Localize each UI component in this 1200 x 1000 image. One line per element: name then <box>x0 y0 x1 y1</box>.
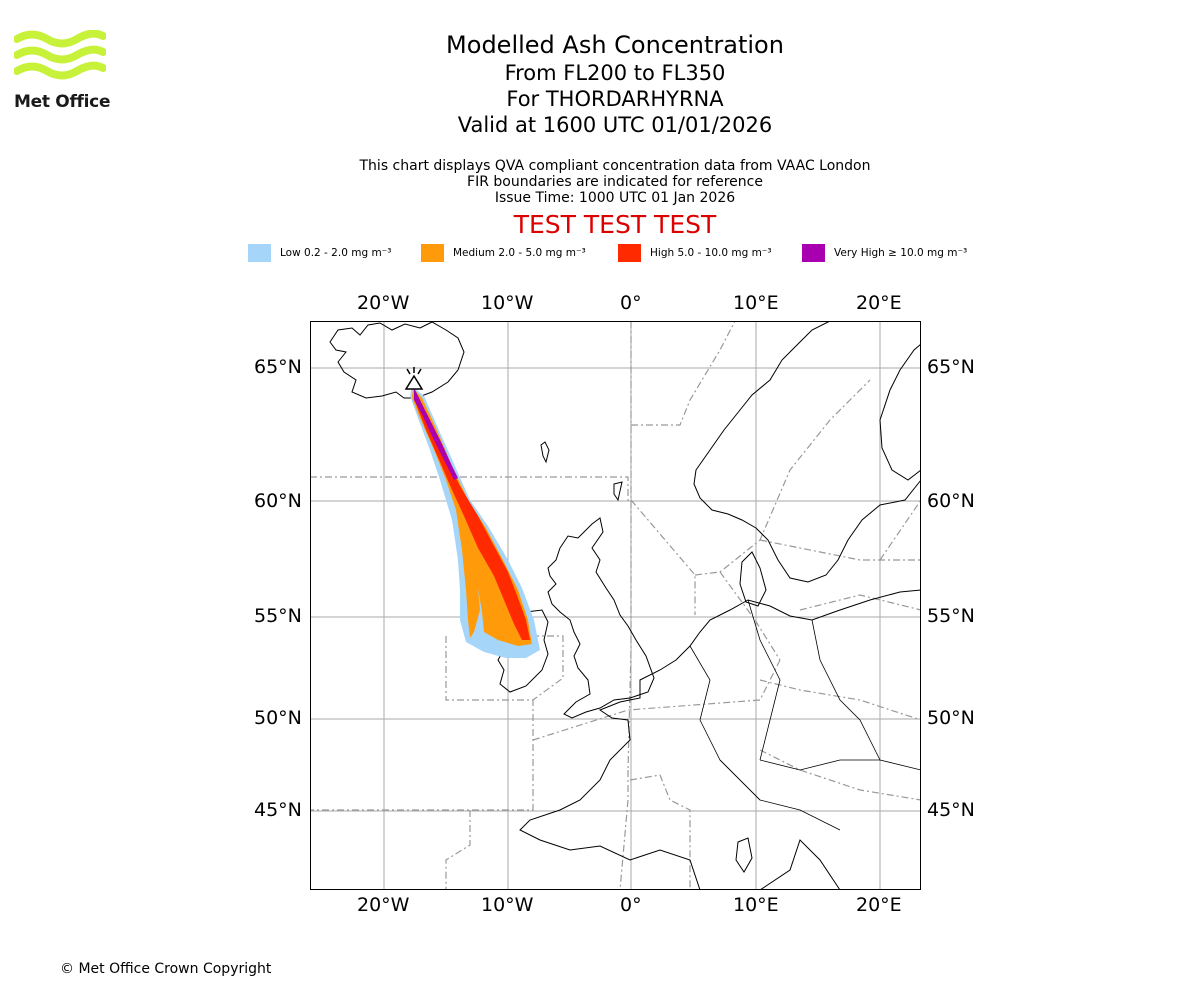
flight-levels: From FL200 to FL350 <box>504 61 726 85</box>
volcano-icon <box>404 367 424 390</box>
lon-tick-bottom-20e: 20°E <box>856 894 902 916</box>
legend-item-high: High 5.0 - 10.0 mg m⁻³ <box>618 244 772 262</box>
iceland <box>329 321 465 399</box>
logo-text: Met Office <box>14 92 111 112</box>
great-britain <box>547 517 655 719</box>
lon-tick-bottom-10e: 10°E <box>733 894 779 916</box>
legend-item-very-high: Very High ≥ 10.0 mg m⁻³ <box>802 244 967 262</box>
lat-tick-right-65n: 65°N <box>927 356 975 378</box>
main-title: Modelled Ash Concentration <box>446 31 784 59</box>
coastlines <box>329 321 921 890</box>
ash-map <box>310 321 921 890</box>
lon-tick-top-10w: 10°W <box>481 292 534 314</box>
legend-swatch-low <box>248 244 271 262</box>
subtitle-line-2: FIR boundaries are indicated for referen… <box>467 174 763 190</box>
lat-tick-right-50n: 50°N <box>927 707 975 729</box>
legend-item-low: Low 0.2 - 2.0 mg m⁻³ <box>248 244 391 262</box>
lon-tick-bottom-10w: 10°W <box>481 894 534 916</box>
test-banner: TEST TEST TEST <box>513 210 717 239</box>
legend-swatch-medium <box>421 244 444 262</box>
lat-tick-left-45n: 45°N <box>254 799 302 821</box>
subtitle-line-1: This chart displays QVA compliant concen… <box>359 158 871 174</box>
lon-tick-bottom-0: 0° <box>620 894 642 916</box>
legend-item-medium: Medium 2.0 - 5.0 mg m⁻³ <box>421 244 586 262</box>
lon-tick-top-0: 0° <box>620 292 642 314</box>
lon-tick-top-10e: 10°E <box>733 292 779 314</box>
lon-tick-top-20e: 20°E <box>856 292 902 314</box>
lat-tick-left-65n: 65°N <box>254 356 302 378</box>
chart-header: Modelled Ash Concentration From FL200 to… <box>315 30 915 240</box>
lon-tick-bottom-20w: 20°W <box>357 894 410 916</box>
ash-very-high <box>414 388 458 480</box>
lat-tick-left-60n: 60°N <box>254 490 302 512</box>
lat-tick-right-45n: 45°N <box>927 799 975 821</box>
legend: Low 0.2 - 2.0 mg m⁻³ Medium 2.0 - 5.0 mg… <box>248 244 1008 264</box>
lat-tick-right-60n: 60°N <box>927 490 975 512</box>
continental-europe <box>519 589 921 890</box>
legend-swatch-high <box>618 244 641 262</box>
copyright: © Met Office Crown Copyright <box>60 961 272 977</box>
scandinavia <box>693 321 921 583</box>
issue-time: Issue Time: 1000 UTC 01 Jan 2026 <box>494 190 736 206</box>
met-office-waves-icon <box>13 29 107 80</box>
lat-tick-left-50n: 50°N <box>254 707 302 729</box>
lon-tick-top-20w: 20°W <box>357 292 410 314</box>
ash-plume <box>410 386 540 658</box>
met-office-logo: Met Office <box>13 29 114 112</box>
lat-tick-left-55n: 55°N <box>254 605 302 627</box>
legend-swatch-very-high <box>802 244 825 262</box>
volcano-name: For THORDARHYRNA <box>506 87 724 111</box>
ash-high <box>414 388 530 640</box>
lat-tick-right-55n: 55°N <box>927 605 975 627</box>
valid-time: Valid at 1600 UTC 01/01/2026 <box>457 113 773 137</box>
